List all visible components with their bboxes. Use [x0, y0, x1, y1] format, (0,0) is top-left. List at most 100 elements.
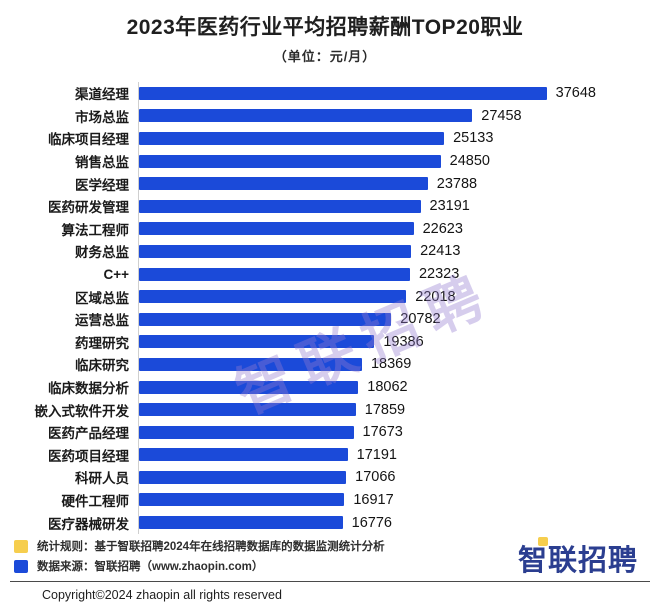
bar-row: 医学经理 23788: [0, 172, 650, 195]
bar: [139, 177, 428, 191]
bar-chart: 渠道经理 37648 市场总监 27458 临床项目经理 25133 销售总监 24850 医学…: [0, 82, 650, 534]
bar-row: 销售总监 24850: [0, 149, 650, 173]
bar-row: 市场总监 27458: [0, 104, 650, 128]
bar: [139, 357, 362, 371]
bar-row: 科研人员 17066: [0, 466, 650, 489]
legend-row-statistics: 统计规则：基于智联招聘2024年在线招聘数据库的数据监测统计分析: [14, 536, 385, 556]
zhaopin-logo: 智联招聘: [518, 537, 638, 579]
category-label: 医药研发管理: [48, 200, 129, 216]
category-label: 医疗器械研发: [48, 516, 129, 532]
bar-row: 临床数据分析 18062: [0, 375, 650, 399]
blue-swatch-icon: [14, 559, 28, 573]
bar: [139, 131, 445, 145]
category-label: 药理研究: [75, 335, 129, 351]
category-label: 财务总监: [75, 245, 129, 261]
value-label: 20782: [400, 311, 441, 328]
category-label: 运营总监: [75, 313, 129, 329]
bar: [139, 267, 410, 281]
bar-track: 22623: [138, 217, 650, 241]
bar-track: 18062: [138, 375, 650, 399]
bar-row: 药理研究 19386: [0, 330, 650, 354]
yellow-swatch-icon: [14, 539, 28, 553]
bar-row: 医药项目经理 17191: [0, 443, 650, 467]
bar-track: 25133: [138, 127, 650, 150]
value-label: 16776: [351, 514, 392, 531]
value-label: 22323: [418, 266, 460, 283]
bar-row: 医药研发管理 23191: [0, 194, 650, 218]
category-label: 算法工程师: [61, 222, 130, 238]
bar-track: 23191: [138, 194, 650, 218]
chart-subtitle: （单位：元/月）: [273, 49, 377, 64]
data-source-text: 数据来源：智联招聘（www.zhaopin.com）: [37, 561, 264, 573]
bar-row: 硬件工程师 16917: [0, 488, 650, 512]
bar: [139, 290, 407, 304]
bar: [139, 244, 412, 258]
value-label: 18062: [367, 379, 408, 396]
bar: [139, 448, 348, 462]
bar-track: 16776: [138, 511, 650, 534]
bar: [139, 516, 343, 530]
bar-track: 16917: [138, 488, 650, 512]
bar: [139, 154, 441, 168]
bar: [139, 86, 547, 100]
value-label: 17191: [356, 446, 397, 463]
bar-track: 17673: [138, 420, 650, 444]
category-label: 渠道经理: [75, 87, 129, 103]
bar-row: 嵌入式软件开发 17859: [0, 398, 650, 421]
category-label: 医学经理: [75, 177, 129, 193]
bar-row: 渠道经理 37648: [0, 82, 650, 105]
copyright-text: Copyright©2024 zhaopin all rights reserv…: [42, 588, 282, 602]
bar: [139, 425, 354, 439]
bar-track: 22018: [138, 285, 650, 308]
bar-row: 区域总监 22018: [0, 285, 650, 308]
bar-track: 22323: [138, 262, 650, 286]
value-label: 17859: [364, 401, 406, 418]
bar-track: 17859: [138, 398, 650, 421]
bar: [139, 222, 414, 236]
bar-row: C++ 22323: [0, 262, 650, 286]
category-label: 科研人员: [75, 471, 129, 487]
value-label: 22413: [420, 243, 461, 260]
category-label: 临床数据分析: [48, 381, 129, 397]
bar-row: 运营总监 20782: [0, 307, 650, 331]
bar-track: 37648: [138, 82, 650, 105]
bar-row: 医药产品经理 17673: [0, 420, 650, 444]
value-label: 24850: [449, 153, 490, 170]
source-legend: 统计规则：基于智联招聘2024年在线招聘数据库的数据监测统计分析 数据来源：智联…: [14, 536, 385, 576]
bar: [139, 403, 356, 417]
legend-row-source: 数据来源：智联招聘（www.zhaopin.com）: [14, 556, 385, 576]
bar-row: 财务总监 22413: [0, 240, 650, 263]
category-label: 区域总监: [75, 290, 129, 306]
bar-row: 算法工程师 22623: [0, 217, 650, 241]
value-label: 16917: [353, 491, 394, 508]
value-label: 37648: [555, 85, 596, 102]
value-label: 17066: [355, 469, 396, 486]
bar: [139, 380, 359, 394]
value-label: 22018: [415, 288, 456, 305]
chart-title: 2023年医药行业平均招聘薪酬TOP20职业: [126, 16, 524, 39]
bar-track: 19386: [138, 330, 650, 354]
category-label: C++: [103, 266, 129, 282]
value-label: 23788: [436, 175, 478, 192]
category-label: 嵌入式软件开发: [34, 403, 130, 419]
footer-divider: [10, 581, 650, 582]
bar-track: 22413: [138, 240, 650, 263]
bar-track: 17066: [138, 466, 650, 489]
bar-row: 临床研究 18369: [0, 353, 650, 376]
value-label: 27458: [481, 107, 522, 124]
category-label: 销售总监: [75, 155, 129, 171]
value-label: 25133: [453, 130, 494, 147]
category-label: 临床研究: [75, 358, 129, 374]
bar-track: 27458: [138, 104, 650, 128]
bar-row: 医疗器械研发 16776: [0, 511, 650, 534]
bar: [139, 312, 392, 326]
value-label: 19386: [383, 333, 424, 350]
bar-track: 23788: [138, 172, 650, 195]
category-label: 医药产品经理: [48, 426, 129, 442]
bar: [139, 109, 473, 123]
logo-accent-icon: [537, 537, 548, 546]
value-label: 22623: [422, 220, 463, 237]
bar: [139, 335, 375, 349]
value-label: 23191: [429, 198, 470, 215]
